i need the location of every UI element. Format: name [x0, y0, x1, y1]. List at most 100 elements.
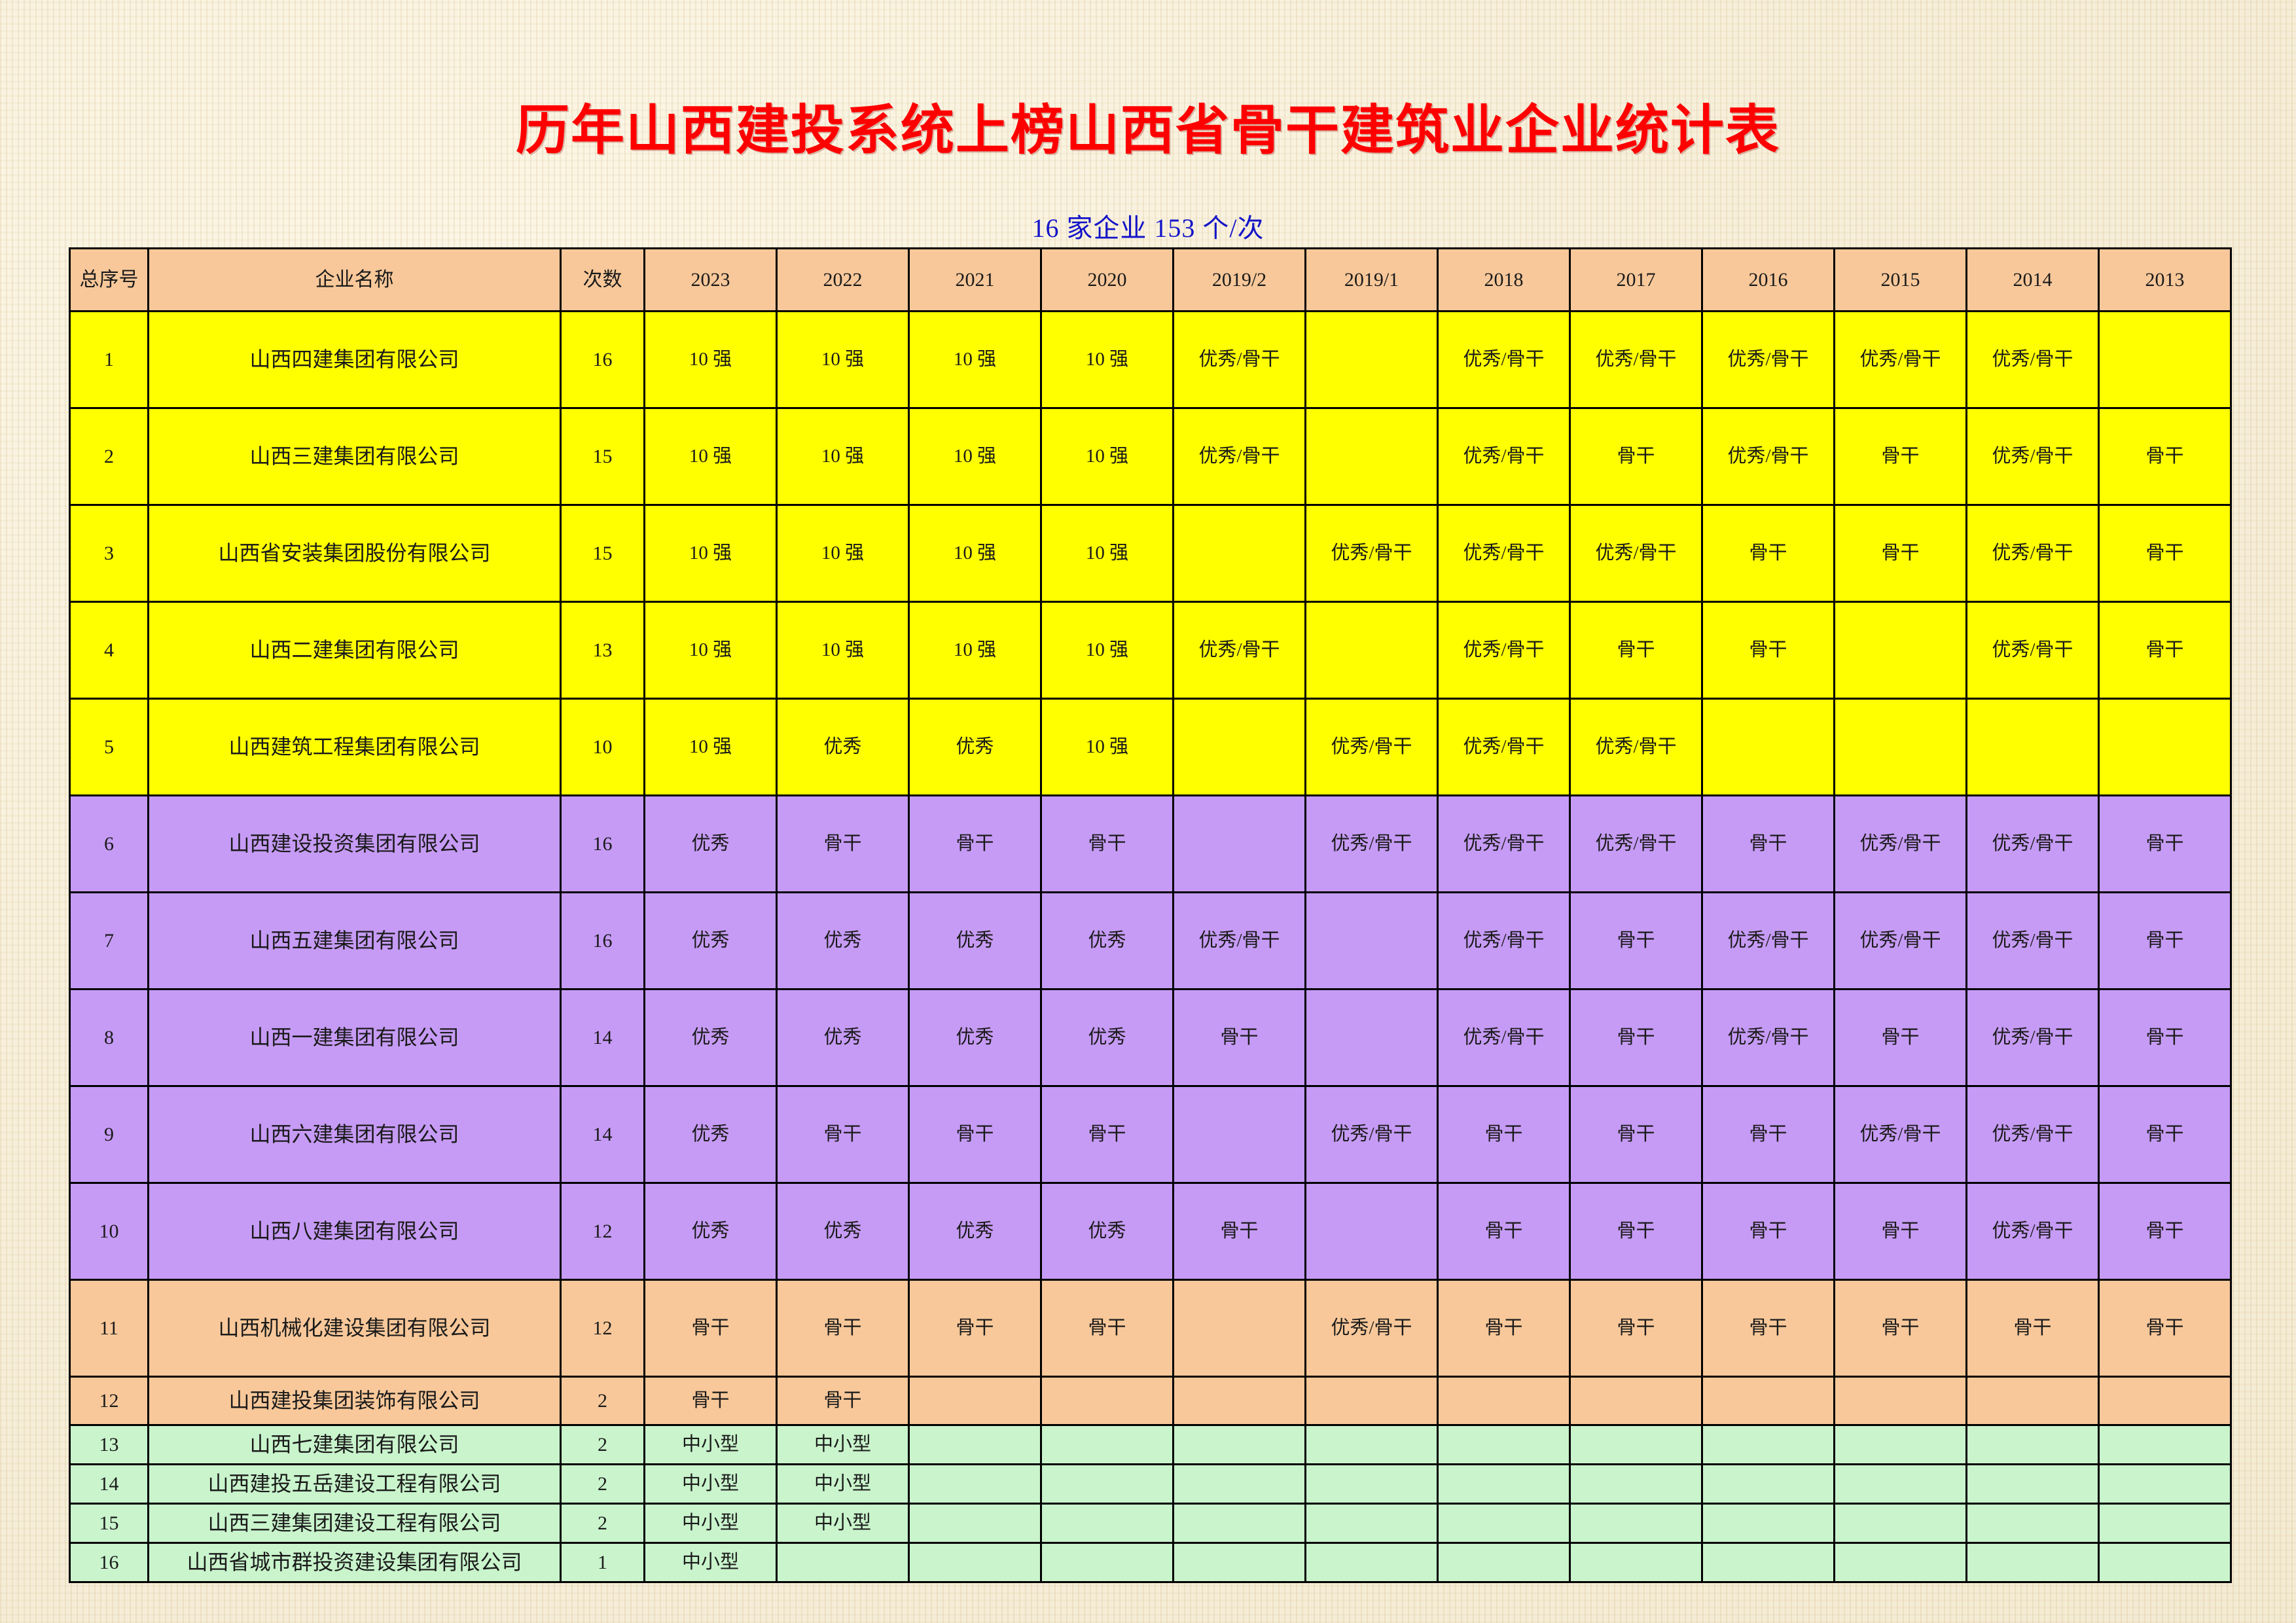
row-value-cell-2022: 优秀 — [776, 1182, 910, 1281]
row-company-cell: 山西机械化建设集团有限公司 — [147, 1279, 562, 1378]
row-company-cell: 山西三建集团有限公司 — [147, 407, 562, 506]
row-value-cell-2020: 优秀 — [1040, 1182, 1174, 1281]
row-value-cell-2022: 中小型 — [776, 1503, 910, 1544]
row-value-cell-2013: 骨干 — [2098, 407, 2232, 506]
row-value-cell-2015 — [1833, 1376, 1967, 1426]
row-value-cell-2016: 骨干 — [1701, 1085, 1835, 1184]
row-value-cell-2013: 骨干 — [2098, 601, 2232, 700]
row-index-cell: 6 — [69, 794, 149, 893]
row-index-cell: 14 — [69, 1463, 149, 1505]
row-value-cell-2014 — [1965, 698, 2100, 796]
row-value-cell-2019-2: 骨干 — [1172, 988, 1306, 1087]
row-value-cell-2021: 优秀 — [908, 988, 1042, 1087]
row-value-cell-2020: 骨干 — [1040, 1279, 1174, 1378]
row-value-cell-2015: 骨干 — [1833, 988, 1967, 1087]
row-value-cell-2022: 10 强 — [776, 601, 910, 700]
row-value-cell-2023: 优秀 — [643, 988, 778, 1087]
row-value-cell-2020: 骨干 — [1040, 794, 1174, 893]
row-value-cell-2018 — [1437, 1503, 1571, 1544]
row-value-cell-2023: 中小型 — [643, 1542, 778, 1583]
row-value-cell-2013: 骨干 — [2098, 1182, 2232, 1281]
row-value-cell-2020: 10 强 — [1040, 698, 1174, 796]
row-value-cell-2021 — [908, 1376, 1042, 1426]
row-value-cell-2015: 骨干 — [1833, 1279, 1967, 1378]
row-value-cell-2019-1: 优秀/骨干 — [1304, 698, 1439, 796]
row-value-cell-2023: 优秀 — [643, 794, 778, 893]
row-value-cell-2015: 优秀/骨干 — [1833, 1085, 1967, 1184]
row-value-cell-2014: 优秀/骨干 — [1965, 504, 2100, 603]
column-header-year-2013: 2013 — [2098, 247, 2232, 312]
column-header-year-2021: 2021 — [908, 247, 1042, 312]
row-value-cell-2022: 10 强 — [776, 407, 910, 506]
table-row: 16 山西省城市群投资建设集团有限公司 1 中小型 — [69, 1542, 2232, 1583]
row-value-cell-2017: 骨干 — [1569, 1182, 1703, 1281]
row-value-cell-2018: 优秀/骨干 — [1437, 504, 1571, 603]
table-row: 8 山西一建集团有限公司 14 优秀 优秀 优秀 优秀 骨干 优秀/骨干 骨干 优秀/骨干 骨干 优秀/… — [69, 988, 2232, 1087]
row-value-cell-2016 — [1701, 1503, 1835, 1544]
row-value-cell-2021: 优秀 — [908, 891, 1042, 990]
row-value-cell-2019-1: 优秀/骨干 — [1304, 1085, 1439, 1184]
row-value-cell-2019-2 — [1172, 698, 1306, 796]
row-value-cell-2019-2 — [1172, 1424, 1306, 1465]
row-value-cell-2014 — [1965, 1424, 2100, 1465]
row-count-cell: 2 — [560, 1503, 645, 1544]
row-value-cell-2019-1 — [1304, 407, 1439, 506]
row-value-cell-2019-2: 骨干 — [1172, 1182, 1306, 1281]
row-index-cell: 13 — [69, 1424, 149, 1465]
row-value-cell-2019-1 — [1304, 1542, 1439, 1583]
row-value-cell-2020 — [1040, 1463, 1174, 1505]
row-value-cell-2018: 优秀/骨干 — [1437, 407, 1571, 506]
row-value-cell-2017 — [1569, 1463, 1703, 1505]
row-value-cell-2023: 骨干 — [643, 1279, 778, 1378]
row-value-cell-2019-1: 优秀/骨干 — [1304, 794, 1439, 893]
row-value-cell-2016 — [1701, 1463, 1835, 1505]
row-value-cell-2022: 骨干 — [776, 794, 910, 893]
row-count-cell: 1 — [560, 1542, 645, 1583]
row-value-cell-2013: 骨干 — [2098, 1085, 2232, 1184]
table-row: 7 山西五建集团有限公司 16 优秀 优秀 优秀 优秀 优秀/骨干 优秀/骨干 骨干 优秀/骨干 优秀… — [69, 891, 2232, 990]
row-value-cell-2013 — [2098, 1542, 2232, 1583]
row-value-cell-2021 — [908, 1424, 1042, 1465]
row-value-cell-2015: 骨干 — [1833, 407, 1967, 506]
row-company-cell: 山西一建集团有限公司 — [147, 988, 562, 1087]
row-count-cell: 15 — [560, 407, 645, 506]
row-value-cell-2016: 骨干 — [1701, 1279, 1835, 1378]
row-value-cell-2014 — [1965, 1463, 2100, 1505]
row-value-cell-2021 — [908, 1542, 1042, 1583]
row-value-cell-2023: 中小型 — [643, 1424, 778, 1465]
row-value-cell-2019-2 — [1172, 1503, 1306, 1544]
row-value-cell-2018: 优秀/骨干 — [1437, 891, 1571, 990]
column-header-year-2023: 2023 — [643, 247, 778, 312]
row-value-cell-2023: 10 强 — [643, 698, 778, 796]
row-value-cell-2016: 骨干 — [1701, 794, 1835, 893]
row-index-cell: 2 — [69, 407, 149, 506]
row-value-cell-2017: 骨干 — [1569, 1279, 1703, 1378]
table-row: 5 山西建筑工程集团有限公司 10 10 强优秀 优秀 10 强优秀/骨干 优秀/骨干 优秀/… — [69, 698, 2232, 796]
row-value-cell-2018: 优秀/骨干 — [1437, 310, 1571, 409]
row-value-cell-2020: 10 强 — [1040, 310, 1174, 409]
row-value-cell-2019-2 — [1172, 1279, 1306, 1378]
row-value-cell-2019-1 — [1304, 601, 1439, 700]
row-value-cell-2021: 10 强 — [908, 504, 1042, 603]
row-value-cell-2014: 优秀/骨干 — [1965, 310, 2100, 409]
row-value-cell-2019-2: 优秀/骨干 — [1172, 407, 1306, 506]
row-value-cell-2019-1 — [1304, 1424, 1439, 1465]
row-count-cell: 2 — [560, 1376, 645, 1426]
column-header-company: 企业名称 — [147, 247, 562, 312]
column-header-year-2020: 2020 — [1040, 247, 1174, 312]
row-value-cell-2013: 骨干 — [2098, 794, 2232, 893]
column-header-year-2017: 2017 — [1569, 247, 1703, 312]
row-value-cell-2019-2 — [1172, 794, 1306, 893]
row-value-cell-2020: 10 强 — [1040, 504, 1174, 603]
row-value-cell-2022: 中小型 — [776, 1463, 910, 1505]
row-value-cell-2014: 优秀/骨干 — [1965, 988, 2100, 1087]
row-value-cell-2018: 骨干 — [1437, 1279, 1571, 1378]
table-body: 1 山西四建集团有限公司 16 10 强 10 强 10 强 10 强优秀/骨干 优秀/骨干优… — [69, 310, 2232, 1583]
row-company-cell: 山西建设投资集团有限公司 — [147, 794, 562, 893]
row-value-cell-2016: 优秀/骨干 — [1701, 407, 1835, 506]
row-value-cell-2023: 优秀 — [643, 891, 778, 990]
row-value-cell-2020: 优秀 — [1040, 988, 1174, 1087]
row-value-cell-2023: 中小型 — [643, 1503, 778, 1544]
table-row: 4 山西二建集团有限公司 13 10 强 10 强 10 强 10 强优秀/骨干 优秀/骨干骨… — [69, 601, 2232, 700]
row-value-cell-2022: 10 强 — [776, 504, 910, 603]
